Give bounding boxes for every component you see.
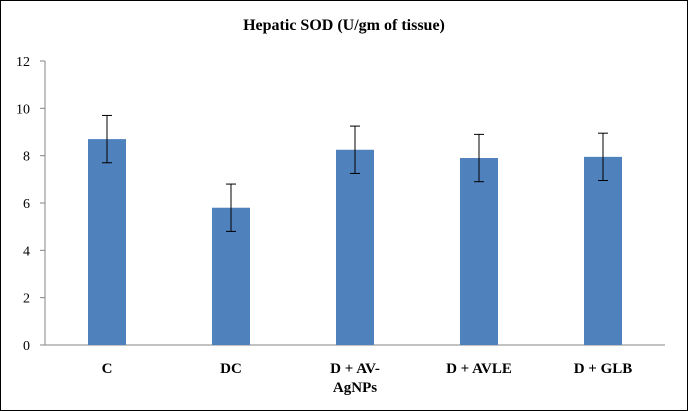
y-tick-label: 10	[16, 102, 30, 117]
y-tick-label: 12	[16, 55, 30, 70]
x-tick-label: AgNPs	[333, 380, 377, 396]
x-tick-label: D + GLB	[574, 361, 633, 377]
y-tick-label: 4	[23, 244, 30, 259]
x-tick-label: C	[102, 361, 113, 377]
bar	[584, 156, 622, 345]
x-tick-label: D + AV-	[330, 361, 380, 377]
bar	[460, 158, 498, 345]
y-tick-label: 6	[23, 197, 30, 212]
bar	[336, 149, 374, 345]
x-tick-label: D + AVLE	[446, 361, 512, 377]
y-tick-label: 2	[23, 292, 30, 307]
y-tick-label: 0	[23, 339, 30, 354]
x-tick-label: DC	[220, 361, 242, 377]
bar	[88, 139, 126, 345]
chart-title: Hepatic SOD (U/gm of tissue)	[243, 17, 445, 34]
y-tick-label: 8	[23, 150, 30, 165]
